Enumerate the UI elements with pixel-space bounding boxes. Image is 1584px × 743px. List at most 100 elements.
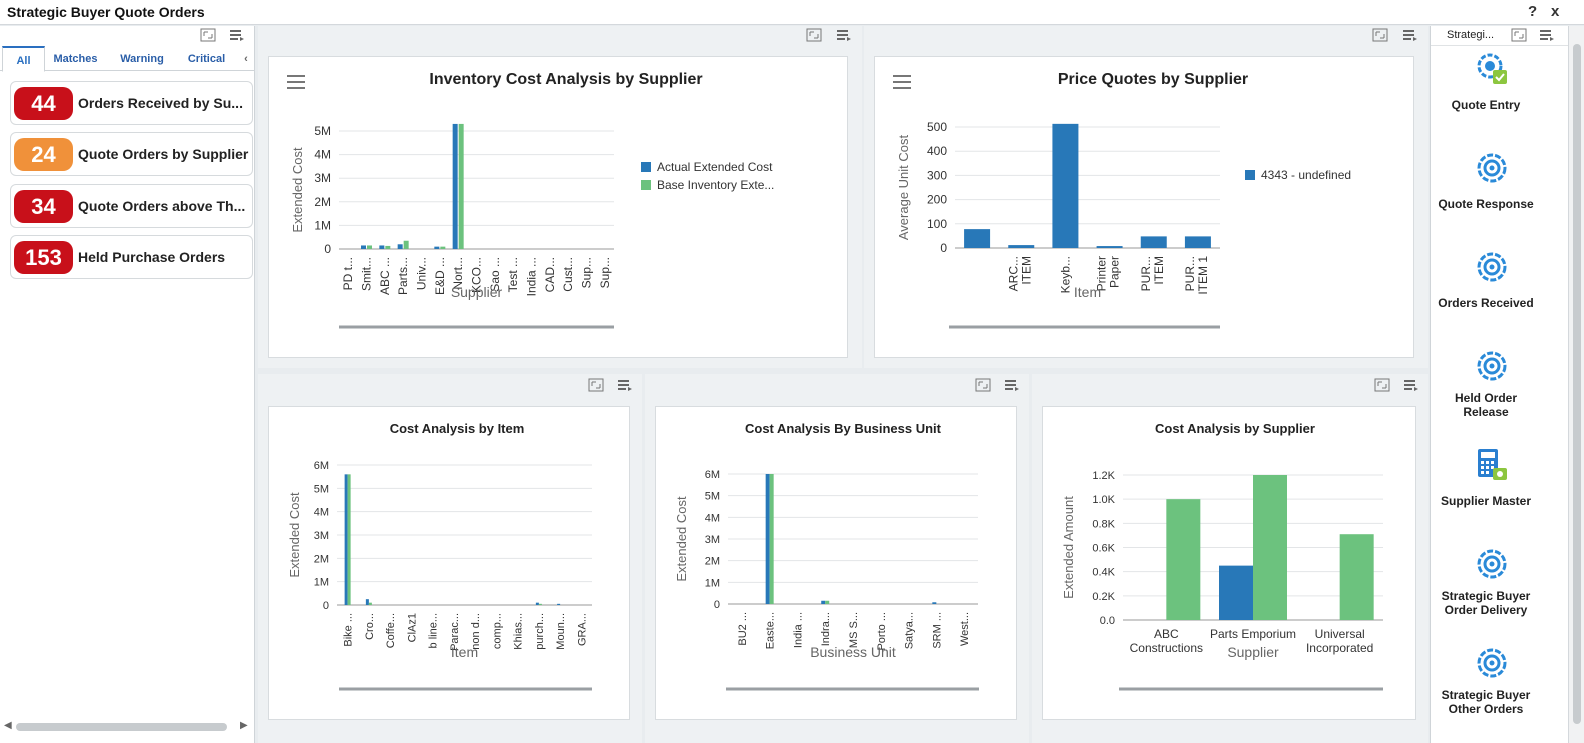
y-tick-label: 100 xyxy=(927,217,947,231)
y-axis-title: Extended Cost xyxy=(290,147,305,233)
x-tick-label: Satya... xyxy=(904,612,916,649)
x-tick-label: Sup... xyxy=(580,257,594,288)
y-tick-label: 200 xyxy=(927,193,947,207)
y-tick-label: 2M xyxy=(705,556,720,568)
watchlist-item-orders-received[interactable]: 44 Orders Received by Su... xyxy=(10,81,253,125)
maximize-icon[interactable] xyxy=(1511,28,1527,42)
y-tick-label: 0.2K xyxy=(1092,591,1115,603)
title-bar: Strategic Buyer Quote Orders ? x xyxy=(0,0,1584,25)
x-tick-label: Printer xyxy=(1095,256,1109,291)
scroll-thumb[interactable] xyxy=(16,723,227,731)
springboard-tile-strategic-buyer-order-delivery[interactable]: Strategic Buyer Order Delivery xyxy=(1431,547,1569,637)
panel-menu-icon[interactable] xyxy=(1004,378,1020,392)
x-tick-label: ITEM 1 xyxy=(1196,256,1210,295)
x-tick-label: KCO... xyxy=(470,257,484,293)
count-badge: 153 xyxy=(14,241,73,274)
scroll-thumb[interactable] xyxy=(1573,44,1581,724)
x-tick-label: E&D ... xyxy=(433,257,447,295)
horizontal-scrollbar[interactable]: ◀ ▶ xyxy=(0,720,255,734)
scroll-left-icon[interactable]: ◀ xyxy=(4,720,12,731)
chart-card: Price Quotes by Supplier 0 100 200 300 400 50… xyxy=(874,56,1414,358)
bar xyxy=(1253,475,1287,620)
y-tick-label: 6M xyxy=(705,469,720,481)
bar xyxy=(1339,534,1374,620)
chart-panel-cost-by-supplier: Cost Analysis by Supplier 0.0 0.2K 0.4K 0.6… xyxy=(1032,374,1428,743)
x-axis-title: Item xyxy=(451,644,478,660)
y-tick-label: 1M xyxy=(314,577,329,589)
x-tick-label: ITEM xyxy=(1019,256,1033,285)
panel-menu-icon[interactable] xyxy=(617,378,633,392)
chart-panel-inventory-cost: Inventory Cost Analysis by Supplier 0 1M 2… xyxy=(258,26,862,368)
x-tick-label: b line... xyxy=(428,613,440,648)
springboard-tile-orders-received[interactable]: Orders Received xyxy=(1431,250,1569,340)
x-tick-label: ABC ... xyxy=(378,257,392,295)
panel-menu-icon[interactable] xyxy=(1539,28,1555,42)
x-tick-label: Smit... xyxy=(360,257,374,291)
springboard-tile-held-order-release[interactable]: Held Order Release xyxy=(1431,349,1569,439)
y-axis-title: Extended Cost xyxy=(674,496,689,582)
bar xyxy=(347,474,351,605)
close-button[interactable]: x xyxy=(1551,3,1560,20)
maximize-icon[interactable] xyxy=(1374,378,1390,392)
x-tick-label: Sao ... xyxy=(488,257,502,292)
count-badge: 34 xyxy=(14,190,73,223)
y-tick-label: 300 xyxy=(927,168,947,182)
bar xyxy=(964,229,991,248)
hamburger-menu-icon[interactable] xyxy=(287,75,305,89)
bar xyxy=(452,123,458,249)
bar xyxy=(1096,246,1123,248)
x-tick-label: Porto ... xyxy=(876,612,888,651)
chart-card: Cost Analysis by Item 0 1M 2M 3M 4M 5M 6M Bike … xyxy=(268,406,630,720)
tabs-scroll-icon[interactable]: ‹ xyxy=(244,53,248,65)
maximize-icon[interactable] xyxy=(806,28,822,42)
watchlist-item-held-purchase-orders[interactable]: 153 Held Purchase Orders xyxy=(10,235,253,279)
watchlist-item-label: Quote Orders above Th... xyxy=(78,198,246,214)
bar xyxy=(1140,236,1167,248)
scroll-right-icon[interactable]: ▶ xyxy=(240,720,248,731)
maximize-icon[interactable] xyxy=(1372,28,1388,42)
x-tick-label: Parac... xyxy=(449,613,461,651)
panel-menu-icon[interactable] xyxy=(1402,28,1418,42)
tab-all[interactable]: All xyxy=(2,46,45,72)
hamburger-menu-icon[interactable] xyxy=(893,75,911,89)
maximize-icon[interactable] xyxy=(975,378,991,392)
inventory-cost-chart: 0 1M 2M 3M 4M 5M PD t... Smit... ABC ... Parts...… xyxy=(290,123,774,329)
x-tick-label: Univ... xyxy=(415,257,429,290)
panel-menu-icon[interactable] xyxy=(836,28,852,42)
legend-swatch xyxy=(1245,170,1255,180)
vertical-scrollbar[interactable] xyxy=(1568,26,1584,743)
x-tick-label: BU2 ... xyxy=(737,612,749,646)
legend-swatch xyxy=(641,162,651,172)
x-tick-label: comp... xyxy=(491,613,503,649)
chart-card: Cost Analysis By Business Unit 0 1M 2M 3M 4M… xyxy=(655,406,1017,720)
page-title: Strategic Buyer Quote Orders xyxy=(7,4,205,20)
tab-critical[interactable]: Critical xyxy=(187,53,226,65)
y-tick-label: 0.4K xyxy=(1092,567,1115,579)
y-axis-title: Extended Cost xyxy=(287,492,302,578)
y-tick-label: 500 xyxy=(927,120,947,134)
x-tick-label: India ... xyxy=(792,612,804,648)
bar xyxy=(769,474,774,604)
y-tick-label: 2M xyxy=(314,195,331,209)
x-tick-label: MS S... xyxy=(848,612,860,648)
watchlist-item-quote-orders-by-supplier[interactable]: 24 Quote Orders by Supplier xyxy=(10,132,253,176)
help-button[interactable]: ? xyxy=(1528,3,1538,20)
springboard-tile-strategic-buyer-other-orders[interactable]: Strategic Buyer Other Orders xyxy=(1431,646,1569,736)
springboard-tile-supplier-master[interactable]: Supplier Master xyxy=(1431,448,1569,538)
springboard-tile-quote-response[interactable]: Quote Response xyxy=(1431,151,1569,241)
cost-by-item-chart: 0 1M 2M 3M 4M 5M 6M Bike ... Cro... Coffe... ClAz1… xyxy=(287,460,592,691)
tab-warning[interactable]: Warning xyxy=(120,53,164,65)
x-tick-label: Moun... xyxy=(555,613,567,650)
bar xyxy=(379,245,385,249)
tab-matches[interactable]: Matches xyxy=(53,53,98,65)
springboard-tile-quote-entry[interactable]: Quote Entry xyxy=(1431,52,1569,142)
panel-menu-icon[interactable] xyxy=(1403,378,1419,392)
watchlist-item-quote-orders-above[interactable]: 34 Quote Orders above Th... xyxy=(10,184,253,228)
bar xyxy=(1052,123,1079,248)
panel-menu-icon[interactable] xyxy=(229,28,245,42)
x-tick-label: Test ... xyxy=(506,257,520,292)
springboard-tile-label: Supplier Master xyxy=(1440,494,1532,508)
maximize-icon[interactable] xyxy=(200,28,216,42)
maximize-icon[interactable] xyxy=(588,378,604,392)
watchlist-panel: All Matches Warning Critical ‹ 44 Orders… xyxy=(0,26,255,743)
